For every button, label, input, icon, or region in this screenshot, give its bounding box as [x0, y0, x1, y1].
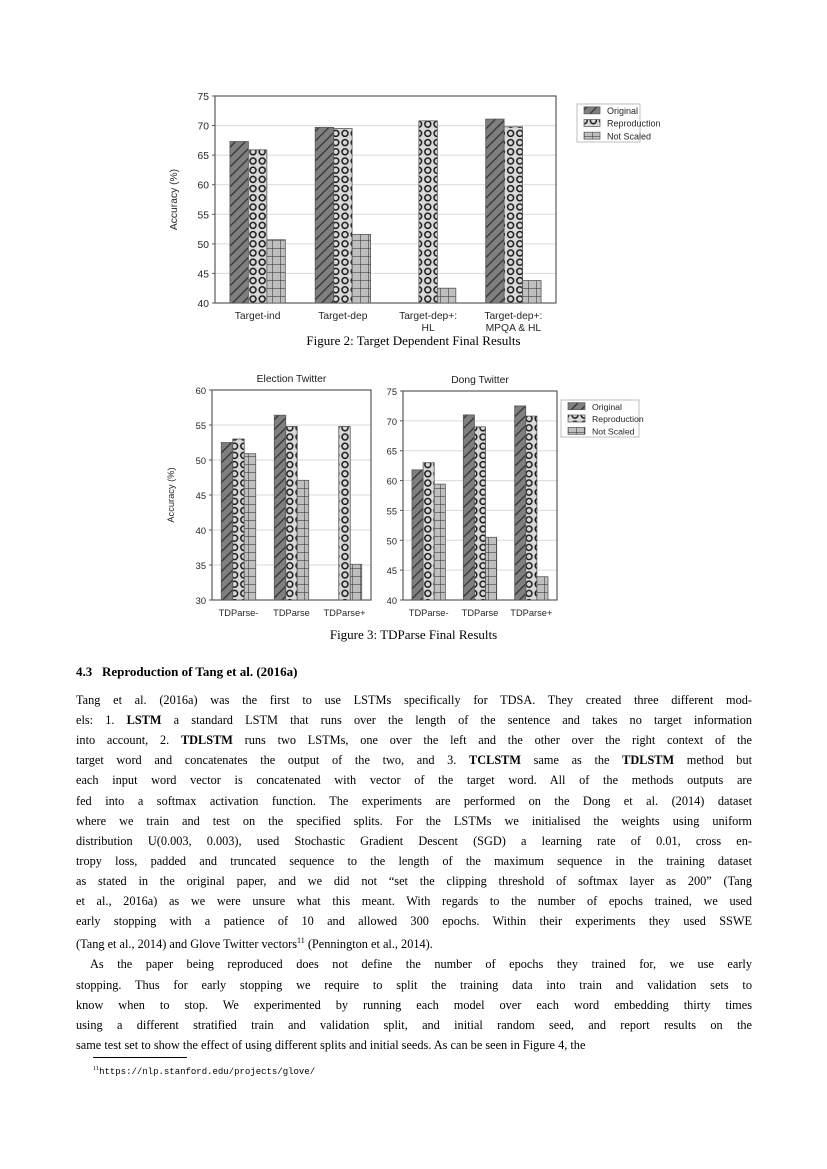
svg-text:Target-dep: Target-dep: [318, 311, 368, 322]
svg-text:70: 70: [387, 417, 397, 427]
svg-text:65: 65: [198, 151, 210, 162]
svg-text:45: 45: [196, 491, 206, 501]
svg-text:60: 60: [198, 181, 210, 192]
svg-text:Accuracy (%): Accuracy (%): [166, 467, 176, 522]
svg-text:45: 45: [198, 269, 210, 280]
svg-text:50: 50: [387, 536, 397, 546]
svg-text:50: 50: [196, 456, 206, 466]
svg-text:Election Twitter: Election Twitter: [257, 374, 327, 385]
svg-text:TDParse: TDParse: [462, 608, 499, 618]
svg-text:55: 55: [196, 421, 206, 431]
svg-text:TDParse: TDParse: [273, 608, 310, 618]
svg-text:40: 40: [387, 596, 397, 606]
svg-text:Dong Twitter: Dong Twitter: [451, 375, 509, 386]
svg-text:55: 55: [198, 210, 210, 221]
svg-text:50: 50: [198, 240, 210, 251]
svg-text:55: 55: [387, 506, 397, 516]
svg-text:Target-dep+:: Target-dep+:: [484, 311, 542, 322]
svg-text:35: 35: [196, 561, 206, 571]
svg-text:Reproduction: Reproduction: [592, 414, 644, 424]
svg-text:40: 40: [196, 526, 206, 536]
svg-text:Not Scaled: Not Scaled: [607, 131, 651, 141]
svg-text:Original: Original: [607, 106, 638, 116]
svg-text:60: 60: [387, 477, 397, 487]
svg-text:TDParse-: TDParse-: [409, 608, 449, 618]
svg-text:60: 60: [196, 386, 206, 396]
svg-text:Target-ind: Target-ind: [235, 311, 281, 322]
svg-text:TDParse-: TDParse-: [219, 608, 259, 618]
svg-text:TDParse+: TDParse+: [510, 608, 552, 618]
svg-text:30: 30: [196, 596, 206, 606]
svg-text:70: 70: [198, 122, 210, 133]
svg-text:Target-dep+:: Target-dep+:: [399, 311, 457, 322]
svg-text:65: 65: [387, 447, 397, 457]
svg-text:45: 45: [387, 566, 397, 576]
svg-text:Reproduction: Reproduction: [607, 119, 661, 129]
svg-text:40: 40: [198, 299, 210, 310]
svg-text:Original: Original: [592, 402, 622, 412]
svg-text:75: 75: [387, 387, 397, 397]
svg-text:Accuracy (%): Accuracy (%): [169, 169, 180, 230]
svg-text:Not Scaled: Not Scaled: [592, 427, 635, 437]
svg-text:75: 75: [198, 92, 210, 103]
svg-text:TDParse+: TDParse+: [323, 608, 365, 618]
